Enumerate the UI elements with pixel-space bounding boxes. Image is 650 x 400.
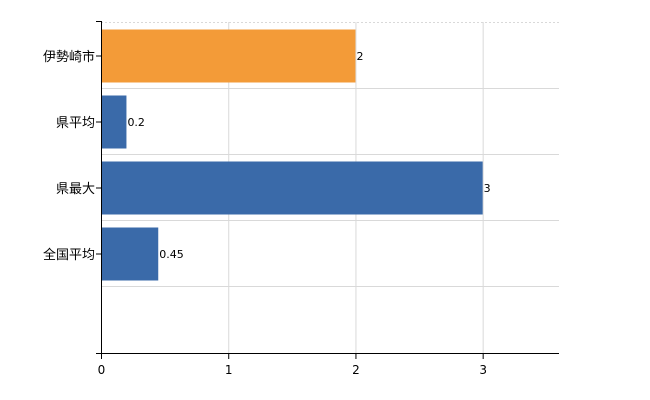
bar-3: [101, 227, 159, 281]
category-label-2: 県最大: [56, 182, 95, 197]
x-tick-label-0: 0: [98, 363, 106, 377]
labels-group: 2 伊勢崎市 0.2 県平均 3 県最大 0.45 全国平均 0 1 2 3: [43, 49, 491, 377]
data-label-1: 0.2: [127, 116, 145, 129]
category-label-3: 全国平均: [43, 247, 95, 263]
data-label-3: 0.45: [159, 248, 184, 261]
x-tick-label-2: 2: [352, 363, 360, 377]
bar-1: [101, 95, 127, 149]
category-label-0: 伊勢崎市: [43, 49, 95, 65]
axes-group: [96, 21, 559, 359]
data-label-2: 3: [484, 182, 491, 195]
category-label-1: 県平均: [56, 116, 95, 131]
data-label-0: 2: [356, 50, 363, 63]
bars-group: [101, 29, 483, 281]
bar-0: [101, 29, 356, 83]
x-tick-label-1: 1: [225, 363, 233, 377]
grid-lines: [101, 22, 559, 353]
bar-2: [101, 161, 483, 215]
x-tick-label-3: 3: [479, 363, 487, 377]
